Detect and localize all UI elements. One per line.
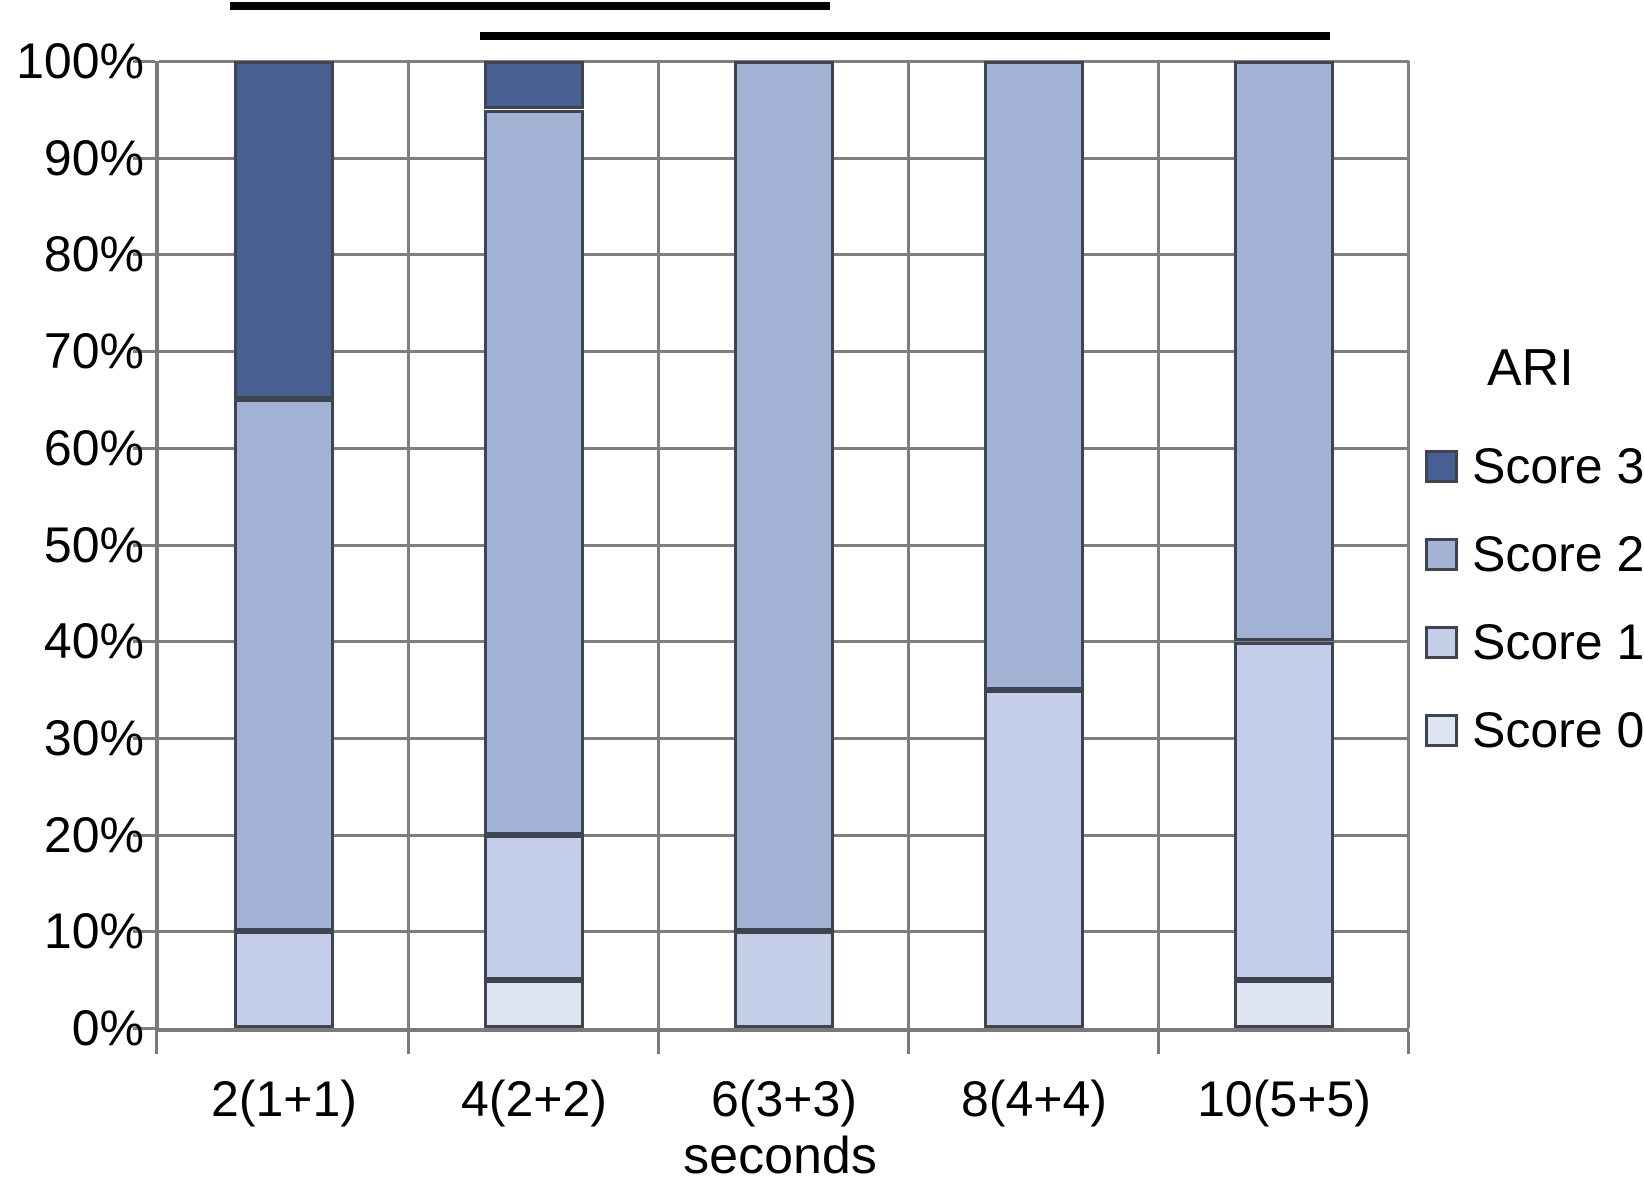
legend-label: Score 1 xyxy=(1472,614,1644,670)
gridline-vertical xyxy=(1407,61,1410,1028)
x-tick-label: 2(1+1) xyxy=(211,1071,357,1127)
x-axis-tick xyxy=(1157,1032,1160,1054)
x-axis-title: seconds xyxy=(683,1127,877,1181)
gridline-vertical xyxy=(1157,61,1160,1028)
gridline-vertical xyxy=(407,61,410,1028)
y-tick-label: 100% xyxy=(16,33,144,89)
bar-segment-score-1 xyxy=(1234,642,1334,980)
legend-label: Score 0 xyxy=(1472,702,1644,758)
y-axis-tick xyxy=(133,834,155,837)
y-tick-label: 80% xyxy=(43,226,144,282)
legend-entries: Score 3 Score 2 Score 1 Score 0 xyxy=(1425,438,1644,758)
y-axis-tick xyxy=(133,350,155,353)
bar-segment-score-1 xyxy=(234,931,334,1028)
x-axis-tick xyxy=(657,1032,660,1054)
y-tick-label: 40% xyxy=(43,613,144,669)
y-axis-tick xyxy=(133,253,155,256)
bar-segment-score-2 xyxy=(984,61,1084,690)
legend-swatch-score-0 xyxy=(1425,714,1458,747)
legend-entry: Score 2 xyxy=(1425,526,1644,582)
y-tick-label: 30% xyxy=(43,710,144,766)
y-tick-label: 10% xyxy=(43,903,144,959)
legend-entry: Score 0 xyxy=(1425,702,1644,758)
x-tick-label: 4(2+2) xyxy=(461,1071,607,1127)
significance-line xyxy=(230,2,830,10)
legend-swatch-score-2 xyxy=(1425,538,1458,571)
bar-segment-score-2 xyxy=(234,399,334,931)
bar-segment-score-1 xyxy=(484,835,584,980)
x-tick-label: 10(5+5) xyxy=(1197,1071,1371,1127)
legend-entry: Score 1 xyxy=(1425,614,1644,670)
y-tick-label: 0% xyxy=(71,1000,144,1056)
x-tick-label: 6(3+3) xyxy=(711,1071,857,1127)
x-axis-tick xyxy=(1407,1032,1410,1054)
legend-swatch-score-1 xyxy=(1425,626,1458,659)
legend-title: ARI xyxy=(1487,339,1574,397)
significance-line xyxy=(480,32,1330,40)
x-tick-label: 8(4+4) xyxy=(961,1071,1107,1127)
y-axis-tick xyxy=(133,157,155,160)
bar-segment-score-2 xyxy=(734,61,834,931)
y-tick-label: 50% xyxy=(43,517,144,573)
y-axis-tick xyxy=(133,447,155,450)
y-tick-label: 60% xyxy=(43,420,144,476)
y-axis-tick xyxy=(133,60,155,63)
y-tick-label: 20% xyxy=(43,807,144,863)
x-axis-tick xyxy=(407,1032,410,1054)
y-axis-tick xyxy=(133,737,155,740)
gridline-vertical xyxy=(907,61,910,1028)
bar-segment-score-0 xyxy=(484,980,584,1028)
bar-segment-score-1 xyxy=(984,690,1084,1028)
bar-segment-score-3 xyxy=(484,61,584,109)
y-axis-tick xyxy=(133,1027,155,1030)
legend-label: Score 3 xyxy=(1472,438,1644,494)
bar-segment-score-2 xyxy=(1234,61,1334,641)
plot-area: 100% 90% 80% 70% 60% 50% 40% 30% 20% 10% 0% 2(1+1) 4… xyxy=(16,36,1410,1127)
y-axis-tick xyxy=(133,930,155,933)
bar-segment-score-0 xyxy=(1234,980,1334,1028)
y-tick-label: 90% xyxy=(43,130,144,186)
y-axis-tick xyxy=(133,544,155,547)
bar-segment-score-1 xyxy=(734,931,834,1028)
legend-entry: Score 3 xyxy=(1425,438,1644,494)
x-axis-tick xyxy=(155,1032,158,1054)
gridline-vertical xyxy=(657,61,660,1028)
legend-swatch-score-3 xyxy=(1425,450,1458,483)
x-axis-tick xyxy=(907,1032,910,1054)
bar-segment-score-2 xyxy=(484,110,584,835)
y-tick-label: 70% xyxy=(43,323,144,379)
bar-segment-score-3 xyxy=(234,61,334,399)
legend: ARI Score 3 Score 2 Score 1 Score 0 xyxy=(1425,338,1644,802)
legend-label: Score 2 xyxy=(1472,526,1644,582)
y-axis-tick xyxy=(133,640,155,643)
